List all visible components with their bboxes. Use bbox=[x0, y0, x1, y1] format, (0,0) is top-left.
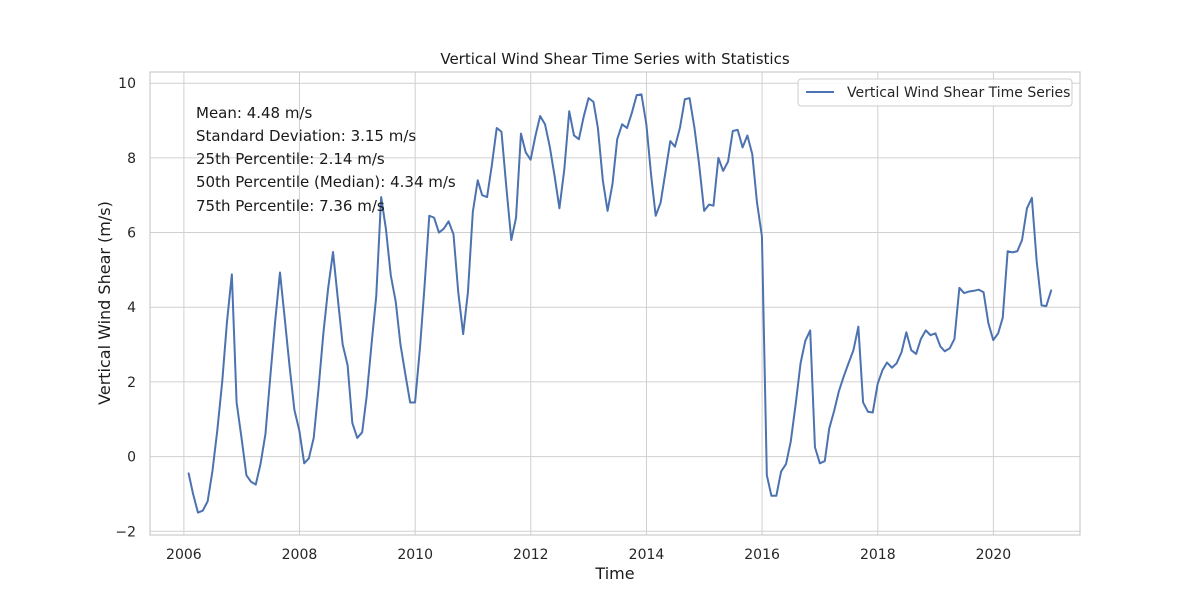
stat-25th-percentile: 25th Percentile: 2.14 m/s bbox=[196, 150, 385, 168]
tick-labels: 2006 2008 2010 2012 2014 2016 2018 2020 −2 0 2 4 6 8 1… bbox=[115, 76, 1011, 563]
x-tick-label: 2020 bbox=[976, 547, 1012, 563]
series-line bbox=[187, 93, 1053, 514]
plot-area bbox=[150, 72, 1080, 535]
legend: Vertical Wind Shear Time Series bbox=[797, 78, 1073, 107]
x-tick-label: 2018 bbox=[860, 547, 896, 563]
series-layer bbox=[187, 93, 1053, 514]
y-tick-label: −2 bbox=[115, 524, 136, 540]
legend-box bbox=[797, 78, 1073, 107]
y-tick-label: 2 bbox=[127, 375, 136, 391]
stat-75th-percentile: 75th Percentile: 7.36 m/s bbox=[196, 197, 385, 215]
x-tick-label: 2008 bbox=[282, 547, 318, 563]
x-tick-label: 2014 bbox=[629, 547, 665, 563]
x-tick-label: 2010 bbox=[397, 547, 433, 563]
plot-frame bbox=[149, 71, 1081, 536]
stat-median: 50th Percentile (Median): 4.34 m/s bbox=[196, 173, 456, 191]
y-tick-label: 0 bbox=[127, 450, 136, 466]
y-tick-label: 8 bbox=[127, 151, 136, 167]
stat-mean: Mean: 4.48 m/s bbox=[196, 104, 313, 122]
stat-standard-deviation: Standard Deviation: 3.15 m/s bbox=[196, 127, 416, 145]
legend-label: Vertical Wind Shear Time Series bbox=[847, 85, 1070, 101]
x-tick-label: 2016 bbox=[744, 547, 780, 563]
y-tick-label: 10 bbox=[118, 76, 136, 92]
x-axis-label: Time bbox=[594, 564, 634, 583]
y-axis-label: Vertical Wind Shear (m/s) bbox=[95, 201, 114, 405]
x-tick-label: 2012 bbox=[513, 547, 549, 563]
chart-title: Vertical Wind Shear Time Series with Sta… bbox=[440, 50, 789, 68]
y-tick-label: 6 bbox=[127, 226, 136, 242]
x-tick-label: 2006 bbox=[166, 547, 202, 563]
statistics-annotation: Mean: 4.48 m/s Standard Deviation: 3.15 … bbox=[196, 104, 456, 215]
y-tick-label: 4 bbox=[127, 300, 136, 316]
